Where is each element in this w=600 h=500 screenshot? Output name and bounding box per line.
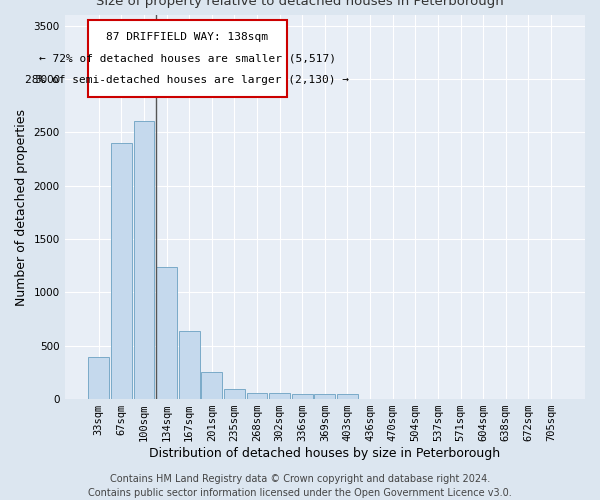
- Bar: [224, 389, 245, 399]
- Text: ← 72% of detached houses are smaller (5,517): ← 72% of detached houses are smaller (5,…: [39, 54, 336, 64]
- Text: Size of property relative to detached houses in Peterborough: Size of property relative to detached ho…: [96, 0, 504, 8]
- Text: 28% of semi-detached houses are larger (2,130) →: 28% of semi-detached houses are larger (…: [25, 74, 349, 85]
- Bar: [202, 372, 222, 399]
- Bar: [179, 331, 200, 399]
- Bar: [134, 120, 154, 399]
- Bar: [156, 267, 177, 399]
- Bar: [314, 394, 335, 399]
- Y-axis label: Number of detached properties: Number of detached properties: [15, 108, 28, 306]
- Bar: [292, 394, 313, 399]
- Bar: [337, 394, 358, 399]
- Text: Contains HM Land Registry data © Crown copyright and database right 2024.
Contai: Contains HM Land Registry data © Crown c…: [88, 474, 512, 498]
- Bar: [247, 392, 268, 399]
- Bar: [111, 143, 132, 399]
- Text: 87 DRIFFIELD WAY: 138sqm: 87 DRIFFIELD WAY: 138sqm: [106, 32, 268, 42]
- Bar: [88, 358, 109, 399]
- X-axis label: Distribution of detached houses by size in Peterborough: Distribution of detached houses by size …: [149, 447, 500, 460]
- Bar: [269, 393, 290, 399]
- Bar: [88, 20, 287, 97]
